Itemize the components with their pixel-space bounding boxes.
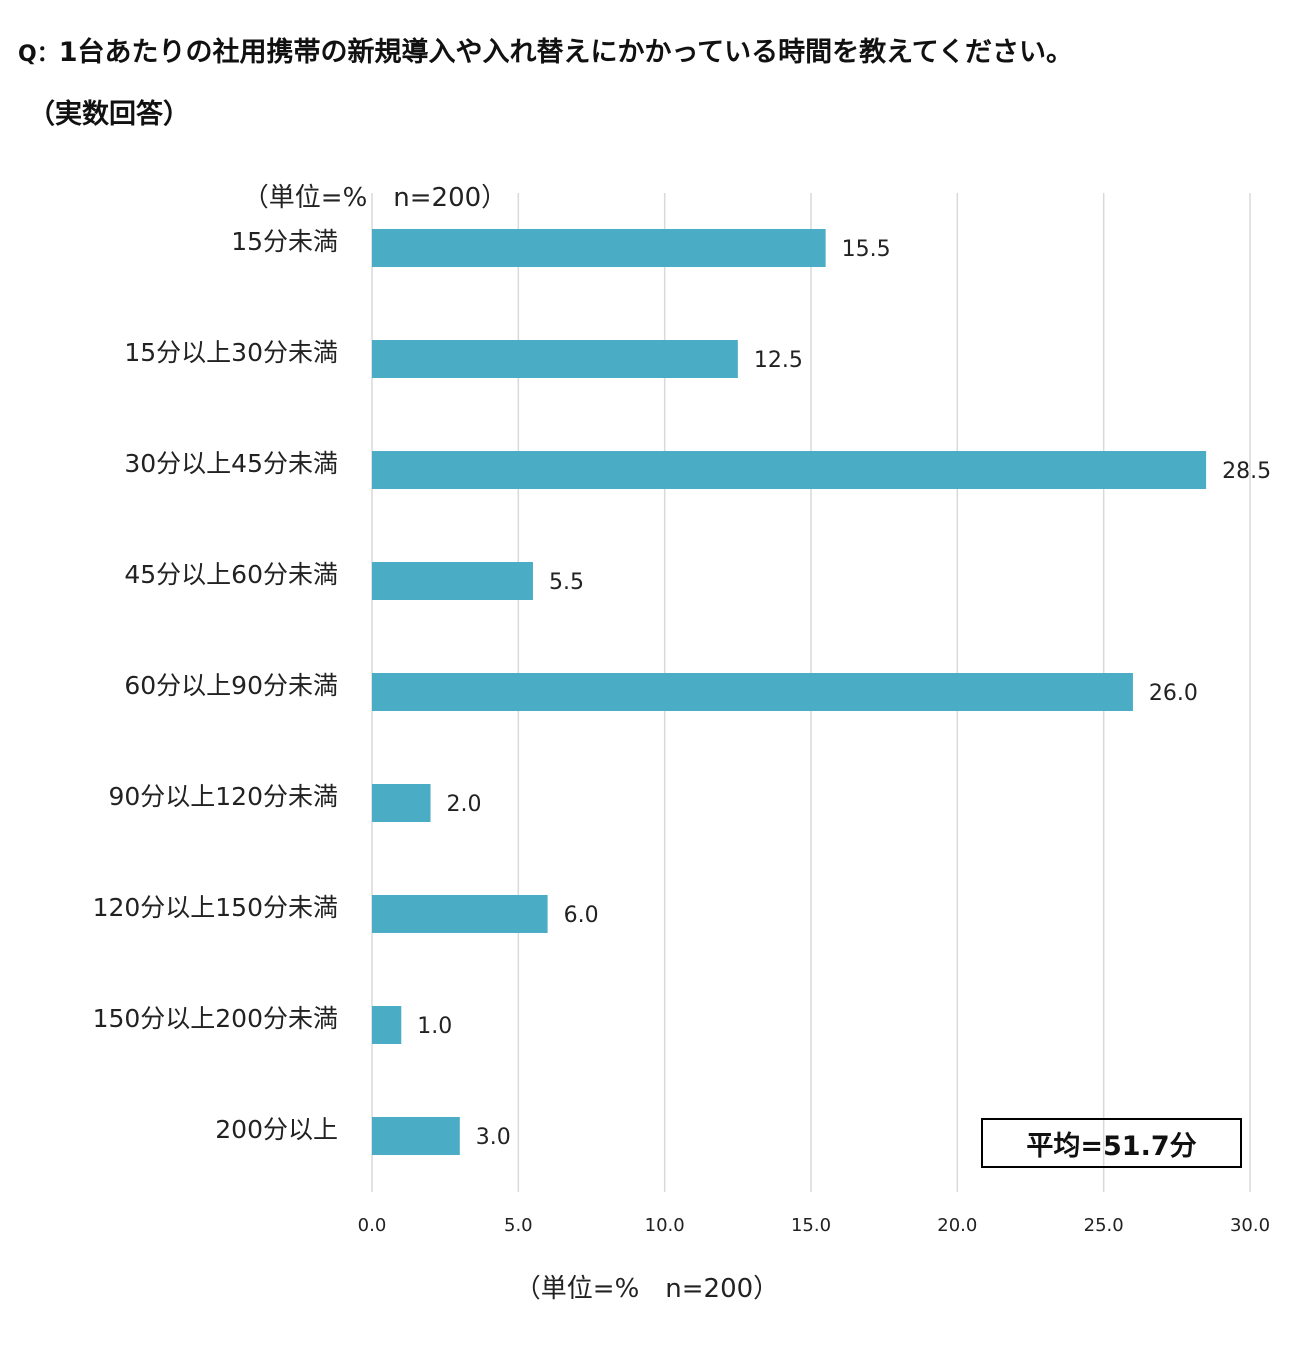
category-label: 45分以上60分未満 <box>124 560 338 589</box>
value-label: 1.0 <box>417 1014 452 1039</box>
x-tick-label: 0.0 <box>358 1215 387 1236</box>
x-tick-label: 25.0 <box>1084 1215 1124 1236</box>
average-label: 平均=51.7分 <box>1026 1130 1197 1162</box>
value-label: 28.5 <box>1222 459 1271 484</box>
category-label: 120分以上150分未満 <box>93 893 338 922</box>
value-label: 3.0 <box>476 1125 511 1150</box>
x-tick-label: 20.0 <box>937 1215 977 1236</box>
value-label: 26.0 <box>1149 681 1198 706</box>
bar <box>372 673 1133 711</box>
average-box: 平均=51.7分 <box>981 1118 1242 1168</box>
question-text: 1台あたりの社用携帯の新規導入や入れ替えにかかっている時間を教えてください。 <box>58 37 1073 68</box>
value-label: 5.5 <box>549 570 584 595</box>
x-tick-label: 5.0 <box>504 1215 533 1236</box>
value-label: 2.0 <box>447 792 482 817</box>
bar <box>372 784 431 822</box>
bar <box>372 562 533 600</box>
category-label: 90分以上120分未満 <box>108 782 338 811</box>
category-label: 200分以上 <box>215 1115 338 1144</box>
category-labels: 15分未満 15分以上30分未満 30分以上45分未満 45分以上60分未満 60分以上… <box>93 227 338 1144</box>
bar <box>372 1006 402 1044</box>
value-label: 15.5 <box>842 237 891 262</box>
category-label: 150分以上200分未満 <box>93 1004 338 1033</box>
chart-subtitle: （実数回答） <box>28 99 190 130</box>
bar <box>372 451 1207 489</box>
x-tick-labels: 0.0 5.0 10.0 15.0 20.0 25.0 30.0 <box>358 1215 1270 1236</box>
x-tick-label: 15.0 <box>791 1215 831 1236</box>
chart-title: Q：1台あたりの社用携帯の新規導入や入れ替えにかかっている時間を教えてください。 <box>18 30 1073 69</box>
bar <box>372 895 548 933</box>
value-labels: 15.5 12.5 28.5 5.5 26.0 2.0 6.0 1.0 3.0 <box>417 237 1271 1150</box>
category-label: 15分未満 <box>231 227 338 256</box>
unit-label-bottom: （単位=% n=200） <box>515 1274 779 1304</box>
category-label: 15分以上30分未満 <box>124 338 338 367</box>
x-tick-label: 30.0 <box>1230 1215 1270 1236</box>
value-label: 6.0 <box>564 903 599 928</box>
bars <box>372 229 1207 1155</box>
value-label: 12.5 <box>754 348 803 373</box>
bar <box>372 1117 460 1155</box>
unit-label-top: （単位=% n=200） <box>243 183 507 213</box>
question-prefix: Q： <box>18 42 59 67</box>
x-tick-label: 10.0 <box>645 1215 685 1236</box>
category-label: 30分以上45分未満 <box>124 449 338 478</box>
bar <box>372 229 826 267</box>
bar <box>372 340 738 378</box>
category-label: 60分以上90分未満 <box>124 671 338 700</box>
